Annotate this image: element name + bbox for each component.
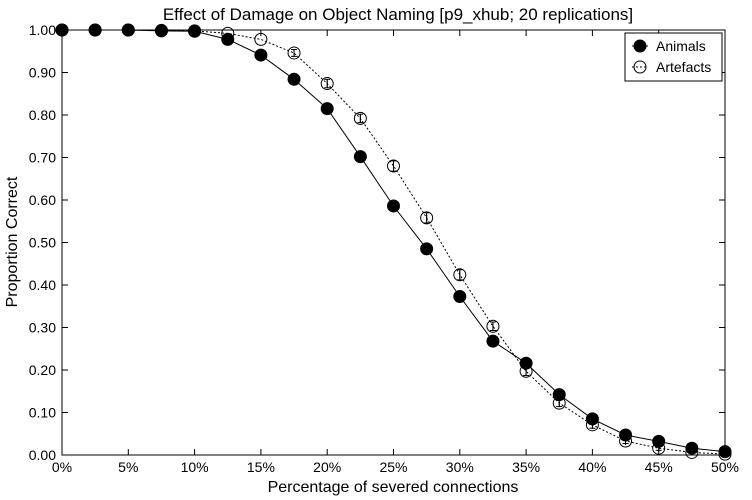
data-point-animals <box>121 23 135 37</box>
data-points <box>55 23 732 461</box>
error-bars <box>291 49 662 451</box>
data-point-animals <box>287 72 301 86</box>
y-tick-label: 0.10 <box>29 405 56 421</box>
data-point-animals <box>353 150 367 164</box>
data-point-animals <box>320 102 334 116</box>
legend: Animals Artefacts <box>624 32 723 82</box>
y-tick-label: 0.40 <box>29 277 56 293</box>
data-point-animals <box>585 412 599 426</box>
data-point-animals <box>619 428 633 442</box>
data-point-animals <box>154 24 168 38</box>
data-point-animals <box>552 388 566 402</box>
x-tick-label: 35% <box>512 459 540 475</box>
legend-label-animals: Animals <box>656 38 706 54</box>
data-point-animals <box>519 356 533 370</box>
data-point-artefacts <box>387 159 400 173</box>
data-point-animals <box>221 32 235 46</box>
data-point-artefacts <box>486 319 500 333</box>
legend-entries: Animals Artefacts <box>632 38 711 75</box>
data-point-artefacts <box>453 268 467 282</box>
y-tick-label: 0.30 <box>29 320 56 336</box>
plot-area <box>61 29 726 456</box>
data-point-animals <box>453 289 467 303</box>
chart-title: Effect of Damage on Object Naming [p9_xh… <box>163 5 633 24</box>
x-axis-label: Percentage of severed connections <box>268 479 519 496</box>
y-tick-label: 0.00 <box>29 447 56 463</box>
data-point-artefacts <box>420 211 434 225</box>
data-point-artefacts <box>353 111 367 125</box>
data-point-animals <box>188 24 202 38</box>
data-point-artefacts <box>287 46 301 60</box>
y-axis-label: Proportion Correct <box>4 176 21 307</box>
y-tick-label: 0.20 <box>29 362 56 378</box>
y-tick-label: 0.60 <box>29 192 56 208</box>
y-tick-label: 0.50 <box>29 235 56 251</box>
x-tick-label: 30% <box>446 459 474 475</box>
series-lines <box>62 29 726 455</box>
series-line-artefacts <box>62 29 726 455</box>
y-tick-label: 0.90 <box>29 65 56 81</box>
data-point-animals <box>652 434 666 448</box>
legend-marker-artefacts <box>633 60 647 74</box>
data-point-animals <box>254 48 268 62</box>
data-point-artefacts <box>320 77 334 91</box>
legend-marker-animals <box>633 39 647 53</box>
y-tick-label: 0.80 <box>29 107 56 123</box>
data-point-animals <box>718 445 732 459</box>
data-point-animals <box>55 23 69 37</box>
series-line-animals <box>62 29 726 453</box>
x-tick-label: 5% <box>118 459 138 475</box>
x-tick-label: 0% <box>52 459 72 475</box>
x-tick-label: 10% <box>181 459 209 475</box>
axis-ticks: 0% 5% 10% 15% 20% 25% 30% 35% 40% 45% 50% 0.00 0.10 0… <box>29 22 739 475</box>
data-point-animals <box>486 334 500 348</box>
data-point-artefacts <box>254 32 268 46</box>
x-tick-label: 45% <box>645 459 673 475</box>
y-tick-label: 0.70 <box>29 150 56 166</box>
y-tick-label: 1.00 <box>29 22 56 38</box>
data-point-animals <box>420 242 434 256</box>
data-point-animals <box>685 441 699 455</box>
x-tick-label: 15% <box>247 459 275 475</box>
legend-label-artefacts: Artefacts <box>656 59 711 75</box>
x-tick-label: 40% <box>578 459 606 475</box>
x-tick-label: 50% <box>711 459 739 475</box>
data-point-animals <box>88 23 102 37</box>
x-tick-label: 20% <box>313 459 341 475</box>
data-point-animals <box>387 199 400 213</box>
x-tick-label: 25% <box>379 459 407 475</box>
